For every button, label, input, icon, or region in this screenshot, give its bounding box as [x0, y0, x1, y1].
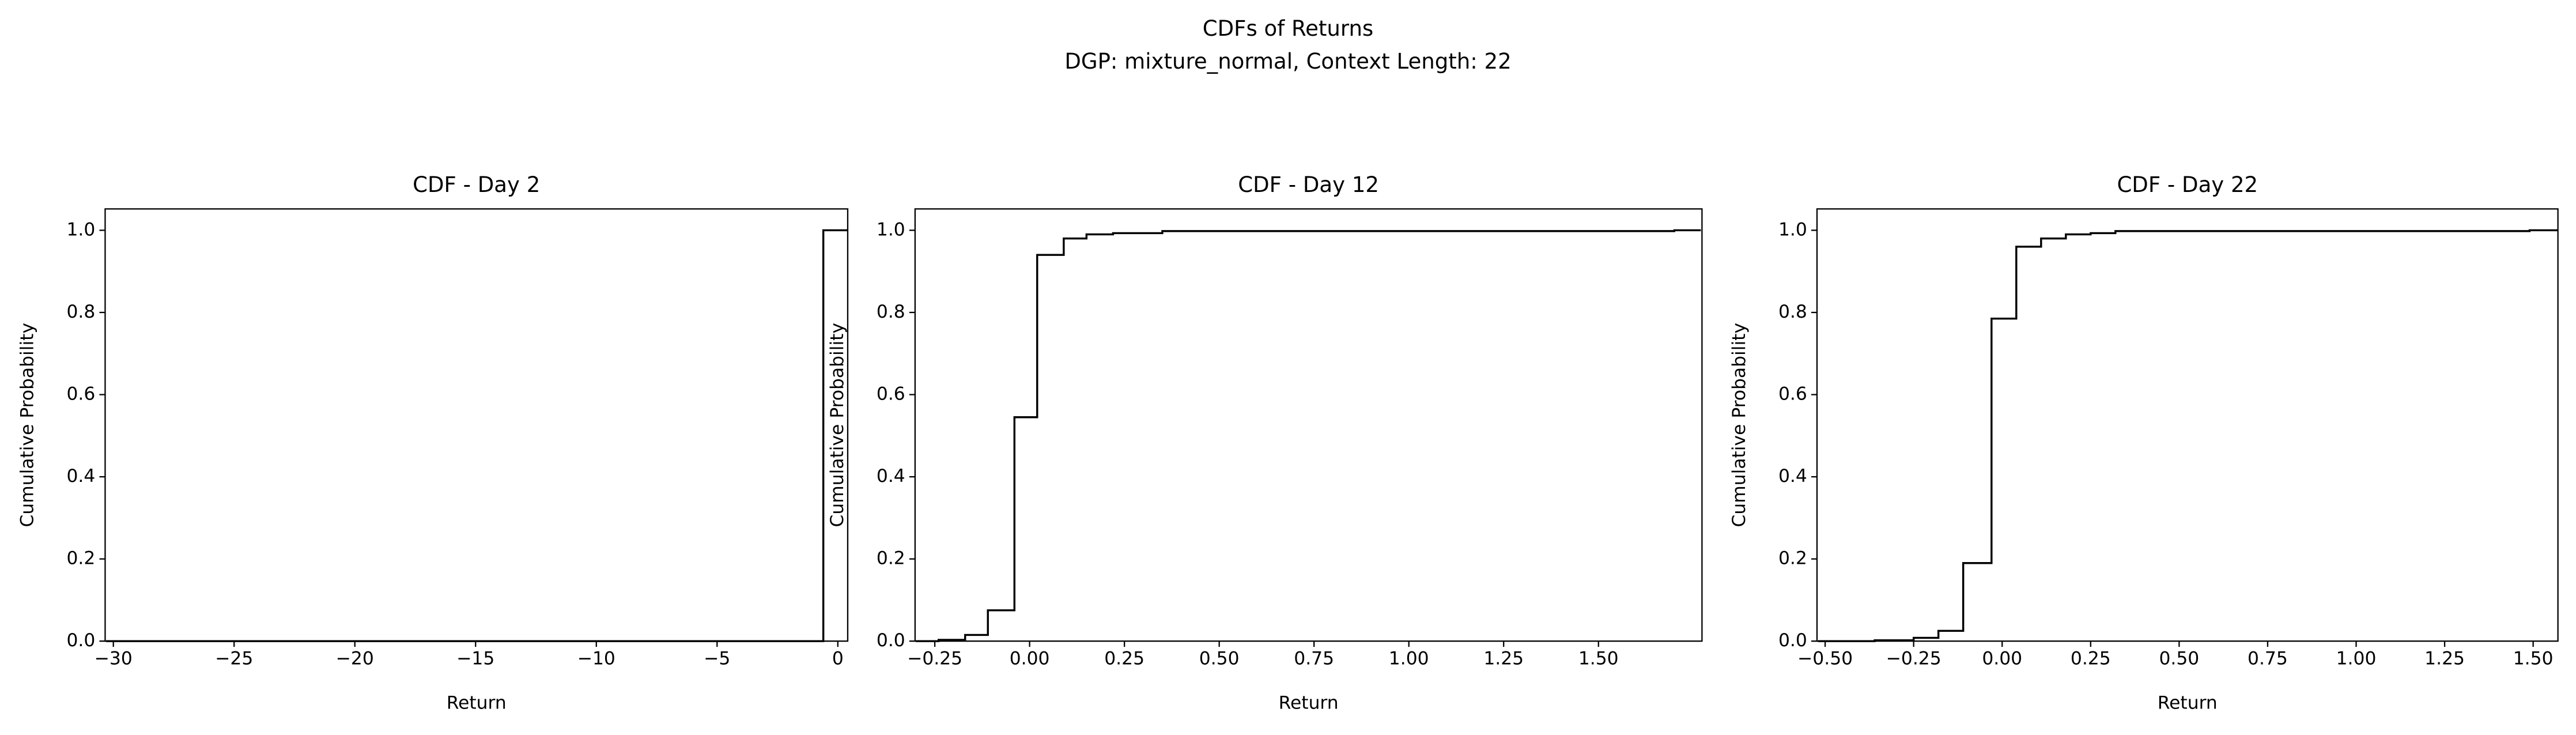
subplot-title: CDF - Day 22 — [2117, 172, 2258, 197]
x-tick-label: −25 — [215, 649, 253, 669]
x-tick-label: 1.00 — [1389, 649, 1429, 669]
x-axis-label: Return — [447, 692, 507, 713]
x-tick-label: 1.00 — [2336, 649, 2377, 669]
y-tick-label: 0.6 — [877, 384, 905, 405]
y-tick-label: 1.0 — [1778, 219, 1807, 240]
x-tick-label: −10 — [577, 649, 615, 669]
subplot-title: CDF - Day 2 — [413, 172, 540, 197]
figure-subtitle: DGP: mixture_normal, Context Length: 22 — [1064, 49, 1511, 74]
x-tick-label: 1.25 — [1483, 649, 1524, 669]
y-tick-label: 0.8 — [877, 301, 905, 322]
axes-frame — [914, 208, 1703, 642]
figure-title: CDFs of Returns — [1203, 16, 1374, 41]
x-tick-label: −0.50 — [1797, 649, 1853, 669]
x-tick-label: 0.50 — [1199, 649, 1240, 669]
y-tick-label: 0.2 — [1778, 548, 1807, 569]
x-tick-label: −20 — [336, 649, 374, 669]
x-tick-label: −0.25 — [1886, 649, 1942, 669]
cdf-line — [1818, 229, 2558, 642]
y-tick-label: 0.8 — [66, 301, 95, 322]
x-axis-label: Return — [1279, 692, 1339, 713]
axes-frame — [104, 208, 849, 642]
x-tick-label: −15 — [456, 649, 494, 669]
x-tick-label: 1.50 — [1578, 649, 1619, 669]
x-tick-label: 1.50 — [2513, 649, 2554, 669]
x-tick-label: 0.25 — [1104, 649, 1145, 669]
subplot-title: CDF - Day 12 — [1238, 172, 1379, 197]
y-tick-label: 0.8 — [1778, 301, 1807, 322]
y-tick-label: 0.2 — [877, 548, 905, 569]
x-tick-label: 1.25 — [2424, 649, 2465, 669]
y-tick-label: 0.0 — [66, 630, 95, 651]
x-tick-label: 0 — [832, 649, 844, 669]
y-tick-label: 1.0 — [66, 219, 95, 240]
y-tick-label: 0.0 — [877, 630, 905, 651]
x-tick-label: −5 — [704, 649, 730, 669]
axes-frame — [1816, 208, 2559, 642]
y-tick-label: 1.0 — [877, 219, 905, 240]
y-tick-label: 0.6 — [66, 384, 95, 405]
x-tick-label: 0.00 — [1010, 649, 1050, 669]
y-axis-label: Cumulative Probability — [1729, 323, 1750, 527]
x-tick-label: −0.25 — [907, 649, 962, 669]
y-tick-label: 0.0 — [1778, 630, 1807, 651]
y-axis-label: Cumulative Probability — [17, 323, 37, 527]
y-tick-label: 0.2 — [66, 548, 95, 569]
y-axis-label: Cumulative Probability — [827, 323, 848, 527]
x-tick-label: 0.00 — [1982, 649, 2022, 669]
x-tick-label: 0.50 — [2159, 649, 2199, 669]
cdf-line — [916, 229, 1701, 642]
y-tick-label: 0.4 — [1778, 466, 1807, 487]
y-tick-label: 0.6 — [1778, 384, 1807, 405]
x-axis-label: Return — [2158, 692, 2218, 713]
x-tick-label: 0.75 — [1294, 649, 1334, 669]
x-tick-label: −30 — [95, 649, 133, 669]
x-tick-label: 0.25 — [2071, 649, 2111, 669]
y-tick-label: 0.4 — [877, 466, 905, 487]
x-tick-label: 0.75 — [2248, 649, 2288, 669]
y-tick-label: 0.4 — [66, 466, 95, 487]
